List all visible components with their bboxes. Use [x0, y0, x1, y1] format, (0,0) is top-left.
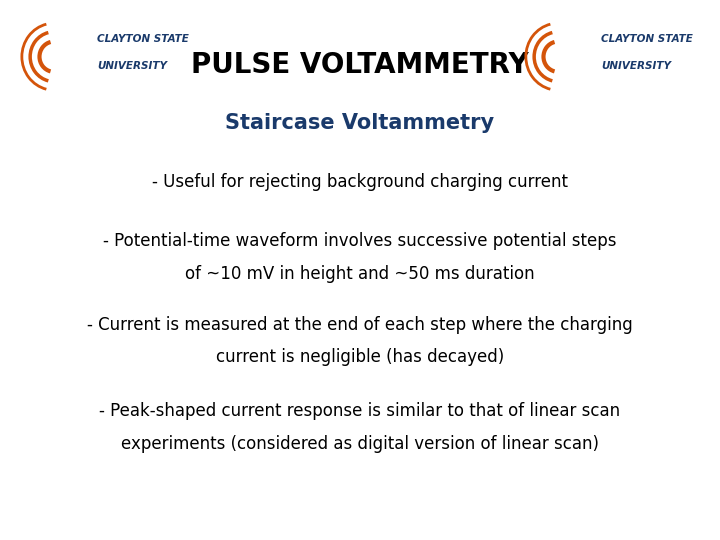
Text: CLAYTON STATE: CLAYTON STATE: [97, 35, 189, 44]
Text: - Potential-time waveform involves successive potential steps: - Potential-time waveform involves succe…: [103, 232, 617, 250]
Text: - Peak-shaped current response is similar to that of linear scan: - Peak-shaped current response is simila…: [99, 402, 621, 420]
Text: UNIVERSITY: UNIVERSITY: [601, 62, 671, 71]
Text: - Current is measured at the end of each step where the charging: - Current is measured at the end of each…: [87, 316, 633, 334]
Text: CLAYTON STATE: CLAYTON STATE: [601, 35, 693, 44]
Text: PULSE VOLTAMMETRY: PULSE VOLTAMMETRY: [191, 51, 529, 79]
Text: Staircase Voltammetry: Staircase Voltammetry: [225, 113, 495, 133]
Text: current is negligible (has decayed): current is negligible (has decayed): [216, 348, 504, 366]
Text: experiments (considered as digital version of linear scan): experiments (considered as digital versi…: [121, 435, 599, 453]
Text: UNIVERSITY: UNIVERSITY: [97, 62, 167, 71]
Text: - Useful for rejecting background charging current: - Useful for rejecting background chargi…: [152, 173, 568, 191]
Text: of ~10 mV in height and ~50 ms duration: of ~10 mV in height and ~50 ms duration: [185, 265, 535, 282]
